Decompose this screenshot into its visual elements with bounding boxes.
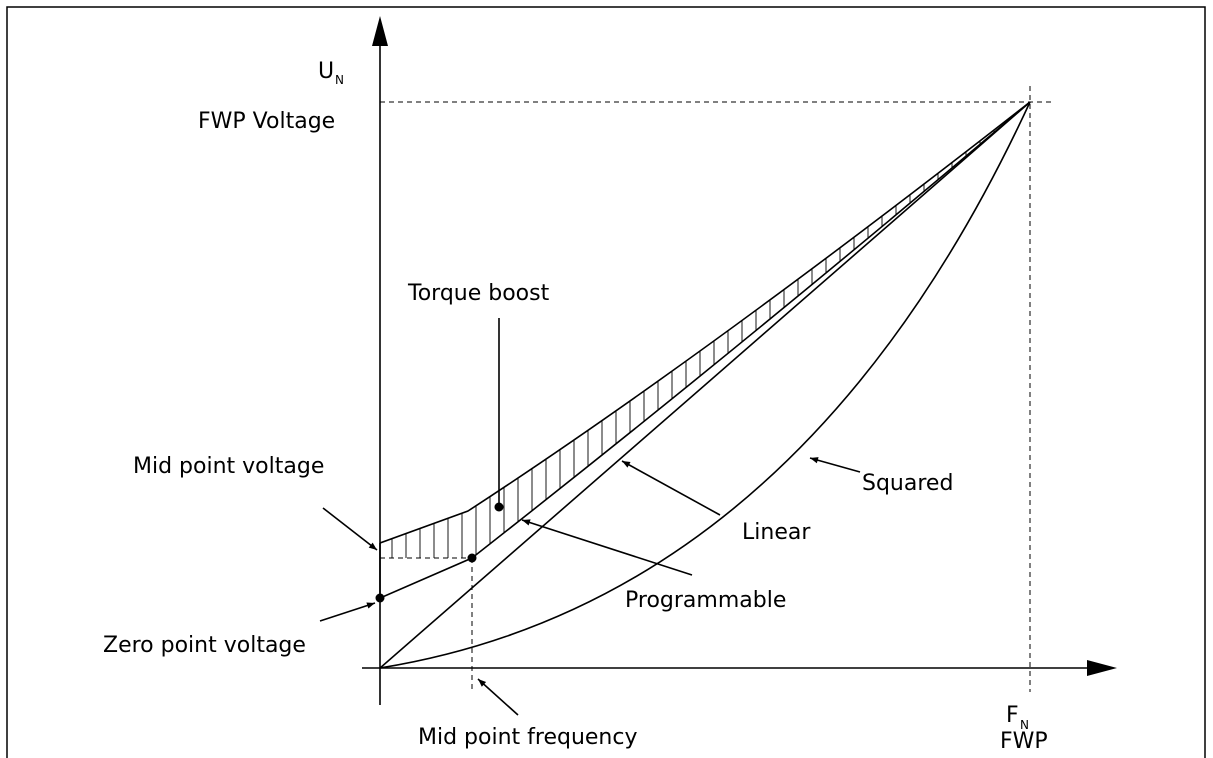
linear-curve (379, 101, 1031, 669)
linear-label: Linear (742, 520, 811, 545)
squared-leader (809, 457, 861, 473)
x-label-sub: N (1020, 718, 1029, 732)
frame (6, 6, 1206, 758)
mid-frequency-label: Mid point frequency (418, 725, 638, 750)
torque-boost-label: Torque boost (407, 281, 550, 306)
programmable-curve (379, 101, 1031, 599)
y-label: U (318, 59, 334, 84)
fwp-voltage: FWP Voltage (198, 109, 335, 134)
linear-leader (621, 460, 721, 516)
zero-voltage-leader (319, 602, 376, 622)
hatching (391, 130, 995, 558)
mid-voltage-leader (322, 507, 378, 551)
zero-voltage-label: Zero point voltage (103, 633, 306, 658)
programmable-label: Programmable (625, 588, 786, 613)
x-arrow (1087, 660, 1117, 676)
mid-frequency-leader (477, 678, 519, 716)
zero-point (375, 593, 385, 603)
y-arrow (372, 16, 388, 46)
squared-curve (379, 101, 1031, 669)
torque-boost-curve (379, 101, 1031, 544)
mid-voltage-label: Mid point voltage (133, 454, 324, 479)
y-label-sub: N (335, 73, 344, 87)
x-label: F (1006, 703, 1019, 728)
squared-label: Squared (862, 471, 953, 496)
mid-point (467, 553, 477, 563)
programmable-leader (521, 519, 693, 576)
fwp-label: FWP (1000, 729, 1048, 754)
